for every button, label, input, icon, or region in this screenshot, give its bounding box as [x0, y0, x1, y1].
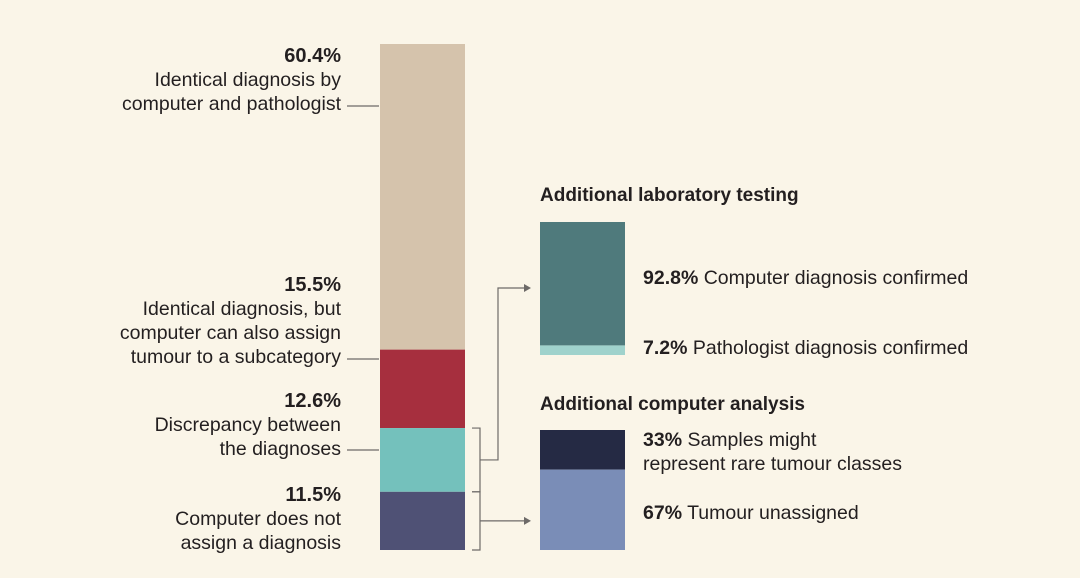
ca-text-rare-1: Samples might [682, 429, 817, 451]
desc-subcategory-3: tumour to a subcategory [130, 346, 341, 368]
desc-identical-2: computer and pathologist [122, 93, 341, 115]
lab-bar-segment-0 [540, 222, 625, 346]
lab-pct-computer: 92.8% [643, 267, 699, 289]
arrow-to-analysis [524, 516, 531, 525]
label-subcategory: 15.5% Identical diagnosis, but computer … [120, 273, 341, 369]
ca-bar-segment-1 [540, 469, 625, 550]
desc-unassigned-2: assign a diagnosis [180, 532, 341, 554]
lab-label-computer: 92.8% Computer diagnosis confirmed [643, 266, 968, 290]
label-identical: 60.4% Identical diagnosis by computer an… [122, 44, 341, 116]
ca-label-unassigned: 67% Tumour unassigned [643, 501, 859, 525]
arrow-to-lab [524, 284, 531, 292]
main-bar-segment-0 [380, 44, 465, 350]
lab-pct-pathologist: 7.2% [643, 337, 688, 359]
label-unassigned: 11.5% Computer does not assign a diagnos… [175, 483, 341, 555]
ca-text-rare-2: represent rare tumour classes [643, 453, 903, 475]
main-bar-segment-3 [380, 491, 465, 550]
pct-identical: 60.4% [284, 45, 341, 67]
computer-analysis-title: Additional computer analysis [540, 394, 805, 415]
main-bar-segment-2 [380, 428, 465, 492]
bracket-discrepancy [472, 427, 481, 493]
desc-subcategory-1: Identical diagnosis, but [142, 298, 341, 320]
ca-pct-unassigned: 67% [643, 502, 683, 524]
lab-testing-title: Additional laboratory testing [540, 185, 799, 206]
lab-label-pathologist: 7.2% Pathologist diagnosis confirmed [643, 336, 968, 360]
pct-unassigned: 11.5% [285, 484, 341, 506]
ca-bar-segment-0 [540, 430, 625, 470]
ca-label-rare: 33% Samples might represent rare tumour … [643, 428, 902, 476]
desc-identical-1: Identical diagnosis by [154, 69, 341, 91]
ca-pct-rare: 33% [643, 429, 683, 451]
desc-subcategory-2: computer can also assign [119, 322, 341, 344]
desc-discrepancy-1: Discrepancy between [154, 414, 341, 436]
ca-text-unassigned: Tumour unassigned [682, 502, 859, 524]
main-bar-segment-1 [380, 349, 465, 429]
lab-bar-segment-1 [540, 345, 625, 355]
desc-discrepancy-2: the diagnoses [219, 438, 341, 460]
lab-text-pathologist: Pathologist diagnosis confirmed [687, 337, 969, 359]
pct-subcategory: 15.5% [284, 274, 341, 296]
label-discrepancy: 12.6% Discrepancy between the diagnoses [155, 389, 341, 461]
lab-text-computer: Computer diagnosis confirmed [698, 267, 969, 289]
pct-discrepancy: 12.6% [284, 390, 341, 412]
connector-to-lab [480, 287, 524, 461]
desc-unassigned-1: Computer does not [175, 508, 341, 530]
bracket-unassigned [472, 491, 481, 551]
